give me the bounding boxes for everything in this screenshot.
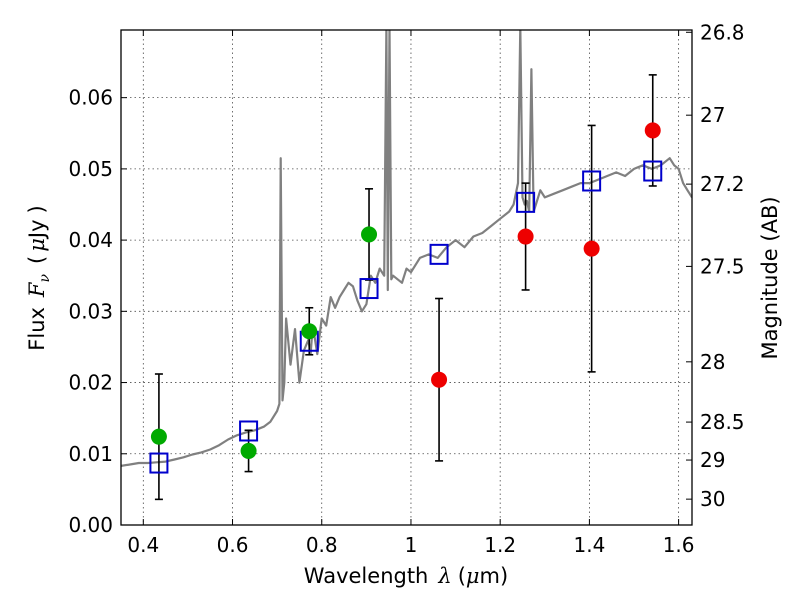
right-tick-label: 28.5	[700, 410, 745, 434]
right-tick-label: 30	[700, 487, 725, 511]
right-axis-label: Magnitude (AB)	[758, 196, 782, 359]
y-tick-label: 0.04	[68, 228, 113, 252]
model-square-markers	[149, 160, 663, 474]
tick-labels: 0.4 0.6 0.8 1 1.2 1.4 1.6 0.00 0.01 0.02 0.03 0.04 0…	[68, 20, 744, 557]
data-point	[431, 371, 448, 388]
right-tick-label: 27	[700, 103, 725, 127]
x-tick-label: 1.2	[484, 533, 516, 557]
grid-lines	[121, 30, 692, 526]
square-marker	[359, 278, 379, 300]
x-tick-label: 0.6	[217, 533, 249, 557]
data-point	[517, 228, 534, 245]
y-axis-label: FluxFν(μJy)	[25, 205, 53, 350]
data-point	[644, 122, 661, 139]
plot-area	[121, 30, 692, 525]
square-marker	[582, 170, 602, 192]
y-tick-label: 0.02	[68, 371, 113, 395]
y-tick-label: 0.05	[68, 157, 113, 181]
photometry-points	[150, 122, 661, 459]
x-axis-label: Wavelength λ (μm)	[304, 564, 508, 588]
right-tick-label: 26.8	[700, 20, 745, 44]
right-tick-label: 29	[700, 448, 725, 472]
square-marker	[643, 160, 663, 182]
y-tick-label: 0.01	[68, 442, 113, 466]
spectrum-line	[121, 30, 692, 467]
square-marker	[239, 420, 259, 442]
square-marker	[429, 243, 449, 265]
axis-ticks	[121, 30, 692, 526]
plot-frame	[120, 29, 693, 526]
x-tick-label: 0.4	[127, 533, 159, 557]
x-tick-label: 1.6	[663, 533, 695, 557]
y-tick-label: 0.03	[68, 299, 113, 323]
square-marker	[516, 191, 536, 213]
data-point	[301, 323, 318, 340]
spectrum-series	[121, 30, 692, 467]
right-tick-label: 28	[700, 350, 725, 374]
data-point	[150, 428, 167, 445]
y-tick-label: 0.06	[68, 86, 113, 110]
right-tick-label: 27.2	[700, 172, 745, 196]
data-point	[240, 442, 257, 459]
data-point	[361, 226, 378, 243]
right-tick-label: 27.5	[700, 254, 745, 278]
data-point	[583, 240, 600, 257]
y-tick-label: 0.00	[68, 513, 113, 537]
x-tick-label: 0.8	[306, 533, 338, 557]
square-marker	[149, 452, 169, 474]
x-tick-label: 1.4	[573, 533, 605, 557]
x-tick-label: 1	[405, 533, 418, 557]
